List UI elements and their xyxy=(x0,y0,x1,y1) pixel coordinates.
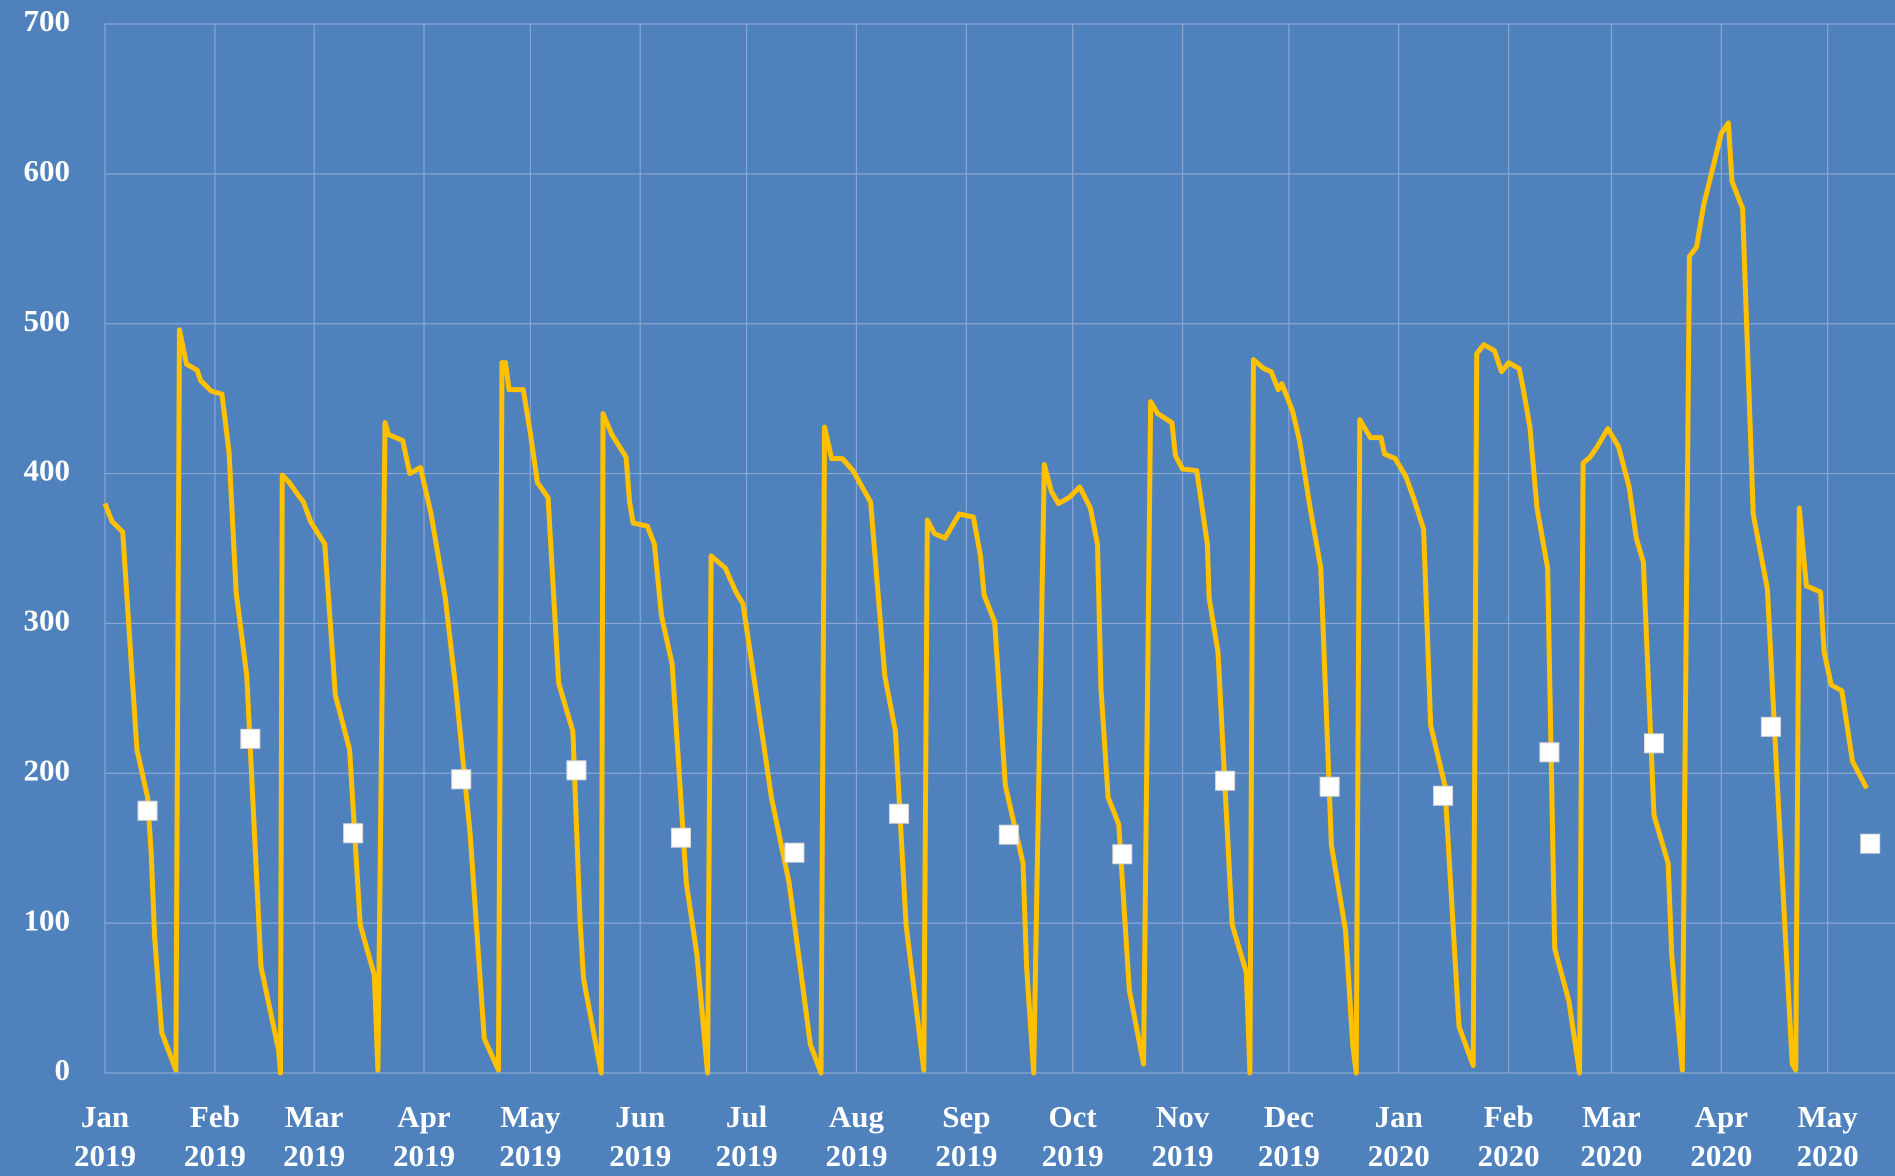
x-tick-label: Aug 2019 xyxy=(825,1099,888,1173)
x-tick-label: Dec 2019 xyxy=(1257,1099,1320,1173)
y-tick-label: 700 xyxy=(24,3,71,38)
marker xyxy=(1433,785,1454,806)
x-tick-label: May 2020 xyxy=(1796,1099,1859,1173)
y-tick-label: 200 xyxy=(24,752,71,787)
x-tick-label: Jul 2019 xyxy=(715,1099,778,1173)
y-tick-label: 100 xyxy=(24,902,71,937)
y-tick-label: 600 xyxy=(24,153,71,188)
marker xyxy=(451,769,472,790)
marker xyxy=(1215,770,1236,791)
x-tick-label: Mar 2019 xyxy=(283,1099,346,1173)
x-tick-label: Feb 2019 xyxy=(183,1099,246,1173)
marker xyxy=(343,823,364,844)
x-tick-label: Oct 2019 xyxy=(1041,1099,1104,1173)
marker xyxy=(1643,733,1664,754)
y-tick-label: 500 xyxy=(24,303,71,338)
marker xyxy=(1112,844,1133,865)
marker xyxy=(240,728,261,749)
x-tick-label: Jan 2019 xyxy=(74,1099,136,1173)
x-tick-label: Apr 2020 xyxy=(1690,1099,1753,1173)
marker xyxy=(670,827,691,848)
marker xyxy=(784,842,805,863)
x-tick-label: Apr 2019 xyxy=(393,1099,455,1173)
y-tick-label: 0 xyxy=(55,1052,71,1087)
marker xyxy=(998,824,1019,845)
x-tick-label: Nov 2019 xyxy=(1151,1099,1214,1173)
y-tick-label: 400 xyxy=(24,453,71,488)
y-tick-label: 300 xyxy=(24,603,71,638)
marker xyxy=(566,760,587,781)
marker xyxy=(137,800,158,821)
x-tick-label: Feb 2020 xyxy=(1477,1099,1540,1173)
marker xyxy=(888,803,909,824)
x-tick-label: Jan 2020 xyxy=(1367,1099,1430,1173)
x-tick-label: Mar 2020 xyxy=(1580,1099,1643,1173)
marker xyxy=(1539,742,1560,763)
line xyxy=(102,120,1869,1076)
x-tick-label: May 2019 xyxy=(499,1099,562,1173)
marker xyxy=(1760,716,1781,737)
x-tick-label: Sep 2019 xyxy=(935,1099,998,1173)
marker xyxy=(1319,776,1340,797)
x-tick-label: Jun 2019 xyxy=(609,1099,672,1173)
marker xyxy=(1860,833,1881,854)
